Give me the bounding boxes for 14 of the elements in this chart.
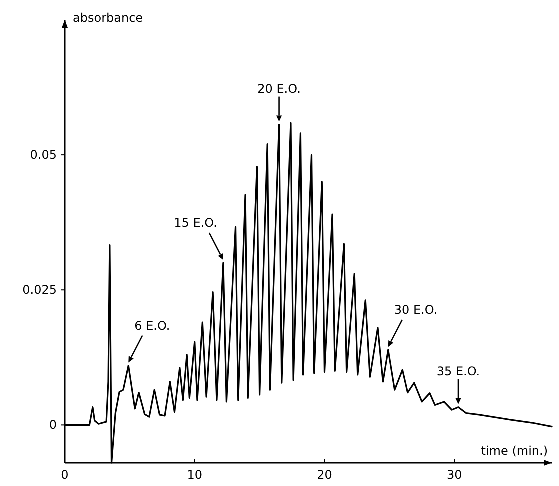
y-tick-label: 0 [49, 418, 57, 432]
y-tick-label: 0.025 [22, 283, 57, 298]
y-tick-label: 0.05 [30, 148, 57, 162]
x-tick-label: 20 [317, 468, 332, 482]
annotation: 35 E.O. [436, 364, 480, 378]
x-axis-title: time (min.) [481, 444, 548, 458]
annotation: 30 E.O. [394, 303, 438, 318]
annotation: 15 E.O. [174, 216, 218, 230]
x-tick-label: 10 [187, 468, 203, 482]
annotation: 6 E.O. [134, 318, 170, 333]
x-tick-label: 0 [61, 468, 69, 482]
annotation: 20 E.O. [258, 82, 301, 96]
x-tick-label: 30 [446, 468, 462, 482]
y-axis-title: absorbance [73, 11, 144, 25]
